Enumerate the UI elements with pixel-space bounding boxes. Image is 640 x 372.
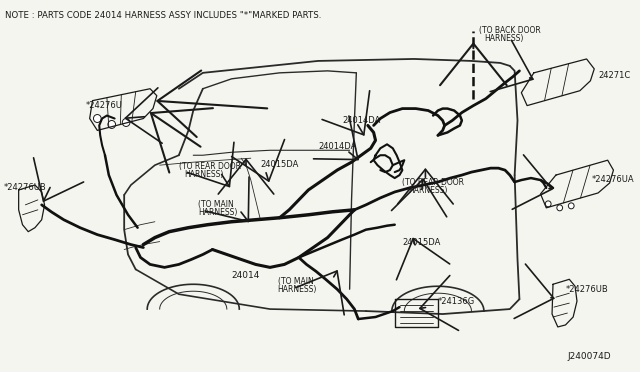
Text: 24015DA: 24015DA xyxy=(403,238,441,247)
Text: 24014DA: 24014DA xyxy=(318,142,356,151)
Text: HARNESS): HARNESS) xyxy=(198,208,237,217)
Text: (TO MAIN: (TO MAIN xyxy=(198,200,234,209)
Text: *24276UB: *24276UB xyxy=(3,183,46,192)
Text: (TO BACK DOOR: (TO BACK DOOR xyxy=(479,26,541,35)
Text: (TO REAR DOOR: (TO REAR DOOR xyxy=(403,178,465,187)
Text: (TO REAR DOOR: (TO REAR DOOR xyxy=(179,162,241,171)
Text: HARNESS): HARNESS) xyxy=(278,285,317,294)
Text: HARNESS): HARNESS) xyxy=(484,34,524,43)
Text: *24136G: *24136G xyxy=(438,297,475,306)
Text: J240074D: J240074D xyxy=(568,352,612,361)
Text: *24276UA: *24276UA xyxy=(591,175,634,184)
Text: 24015DA: 24015DA xyxy=(260,160,299,169)
Circle shape xyxy=(93,115,101,122)
Circle shape xyxy=(568,203,574,209)
Text: *24276UB: *24276UB xyxy=(566,285,608,294)
Circle shape xyxy=(557,205,563,211)
Text: *24276U: *24276U xyxy=(86,101,123,110)
Text: HARNESS): HARNESS) xyxy=(408,186,447,195)
Text: HARNESS): HARNESS) xyxy=(184,170,224,179)
Text: (TO MAIN: (TO MAIN xyxy=(278,277,314,286)
Text: NOTE : PARTS CODE 24014 HARNESS ASSY INCLUDES "*"MARKED PARTS.: NOTE : PARTS CODE 24014 HARNESS ASSY INC… xyxy=(5,11,322,20)
Text: 24014DA: 24014DA xyxy=(342,116,380,125)
Text: 24014: 24014 xyxy=(232,271,260,280)
Circle shape xyxy=(545,201,551,207)
Circle shape xyxy=(108,121,116,128)
Circle shape xyxy=(122,119,130,126)
Text: 24271C: 24271C xyxy=(598,71,630,80)
